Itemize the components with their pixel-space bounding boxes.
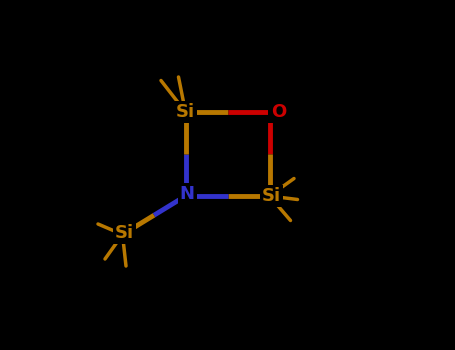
Text: O: O (271, 103, 286, 121)
Text: Si: Si (176, 103, 195, 121)
Text: N: N (180, 185, 195, 203)
Text: Si: Si (262, 187, 281, 205)
Text: Si: Si (115, 224, 134, 242)
